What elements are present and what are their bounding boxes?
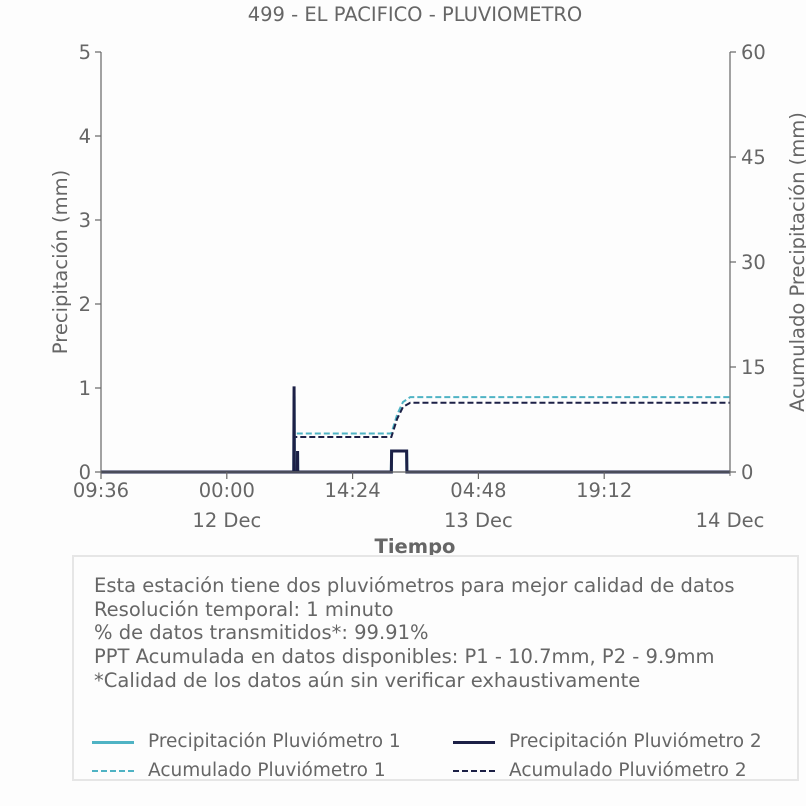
y2-tick-label: 30 — [741, 251, 766, 274]
legend-swatch-p2-acum — [453, 770, 495, 772]
series-line-2 — [101, 386, 730, 474]
y-tick-label: 5 — [79, 41, 91, 64]
x-date-label: 13 Dec — [444, 509, 513, 532]
x-tick-label: 04:48 — [450, 479, 506, 502]
series-layer — [101, 386, 730, 474]
info-line: PPT Acumulada en datos disponibles: P1 -… — [94, 645, 715, 669]
y2-tick-label: 0 — [741, 461, 753, 484]
legend-label-p2-acum: Acumulado Pluviómetro 2 — [509, 760, 747, 781]
y-tick-label: 3 — [79, 209, 91, 232]
x-date-label: 12 Dec — [192, 509, 261, 532]
legend-swatch-p1-acum — [92, 770, 134, 772]
x-ticks: 09:36 00:00 12 Dec 14:24 04:48 13 Dec 19:12 14 … — [73, 472, 764, 532]
y-tick-label: 1 — [79, 377, 91, 400]
legend-swatch-p2-precip — [453, 741, 495, 744]
series-line-1 — [101, 396, 730, 474]
info-text: Esta estación tiene dos pluviómetros par… — [94, 574, 735, 693]
series-line-3 — [101, 396, 730, 473]
y2-tick-label: 15 — [741, 356, 766, 379]
info-line: Esta estación tiene dos pluviómetros par… — [94, 574, 735, 597]
x-tick-label: 00:00 — [199, 479, 255, 502]
chart-title: 499 - EL PACIFICO - PLUVIOMETRO — [248, 3, 583, 26]
info-line: % de datos transmitidos*: 99.91% — [94, 621, 429, 645]
y-tick-label: 2 — [79, 293, 91, 316]
y2-tick-label: 45 — [741, 146, 766, 169]
series-line-4 — [101, 401, 730, 473]
y-tick-label: 0 — [79, 461, 91, 484]
y2-tick-label: 60 — [741, 41, 766, 64]
y-ticks-right: 0 15 30 45 60 — [730, 41, 766, 484]
legend-label-p1-acum: Acumulado Pluviómetro 1 — [148, 760, 386, 781]
x-tick-label: 09:36 — [73, 479, 129, 502]
x-tick-label: 14:24 — [324, 479, 380, 502]
legend-label-p2-precip: Precipitación Pluviómetro 2 — [509, 731, 762, 752]
x-date-label: 14 Dec — [696, 509, 765, 532]
x-axis-label: Tiempo — [375, 535, 456, 558]
x-tick-label: 19:12 — [576, 479, 632, 502]
info-line: Resolución temporal: 1 minuto — [94, 597, 394, 621]
legend-label-p1-precip: Precipitación Pluviómetro 1 — [148, 731, 401, 752]
y-ticks-left: 0 1 2 3 4 5 — [79, 41, 101, 484]
legend-swatch-p1-precip — [92, 741, 134, 744]
y-axis-label: Precipitación (mm) — [49, 170, 72, 354]
info-line: *Calidad de los datos aún sin verificar … — [94, 668, 641, 692]
y-tick-label: 4 — [79, 125, 91, 148]
y2-axis-label: Acumulado Precipitación (mm) — [786, 112, 806, 412]
info-legend-box: Esta estación tiene dos pluviómetros par… — [72, 555, 799, 781]
